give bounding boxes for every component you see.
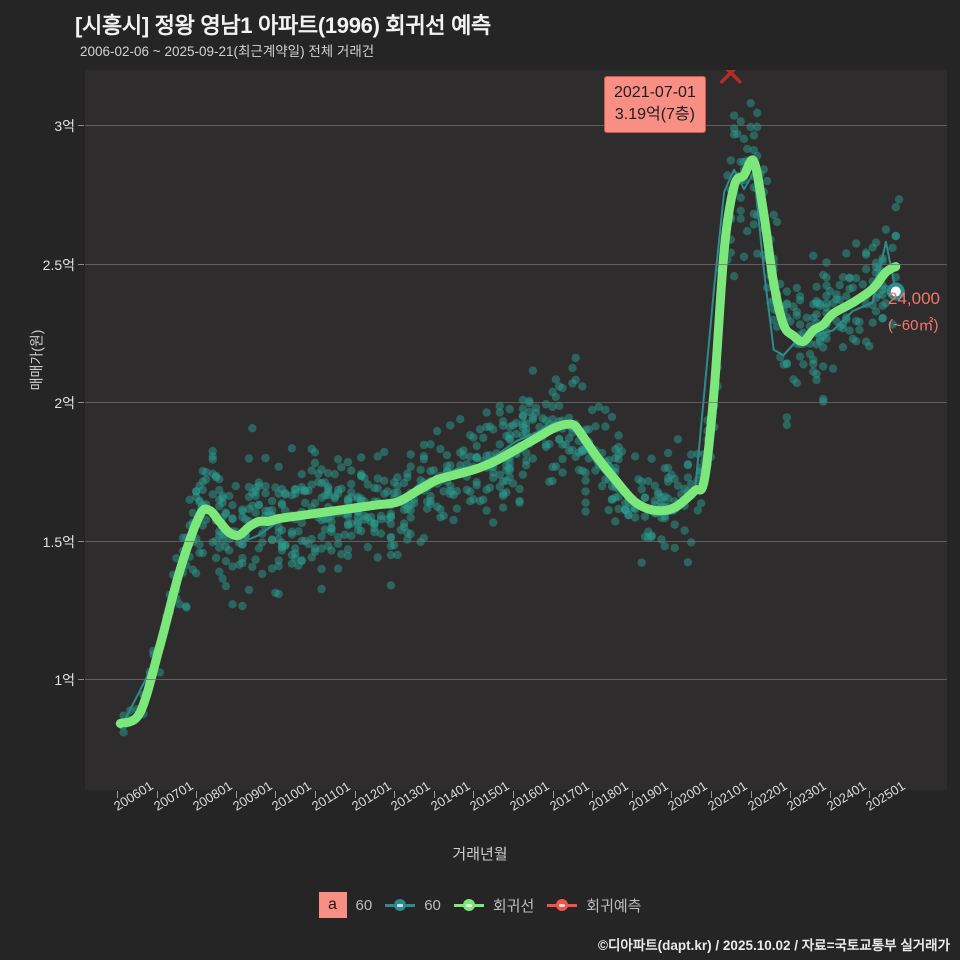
gridline (85, 263, 947, 265)
x-tick-mark (433, 791, 435, 798)
chart-canvas (115, 70, 905, 737)
legend-item-series-60[interactable]: 60 (385, 897, 441, 914)
legend-item-series-regression-forecast[interactable]: 회귀예측 (547, 895, 641, 916)
legend-badge-a[interactable]: a (318, 892, 347, 918)
x-tick-mark (711, 791, 712, 798)
last-point-area: (~60㎡) (888, 317, 939, 334)
y-tick-mark (78, 125, 84, 127)
gridline (85, 679, 947, 681)
gridline (85, 402, 947, 404)
legend-badge-value: 60 (355, 896, 373, 914)
legend-label: 회귀선 (492, 897, 535, 915)
gridline (85, 540, 947, 542)
y-tick-mark (78, 679, 84, 681)
scatter-series (119, 99, 904, 737)
y-tick-mark (78, 540, 84, 542)
x-tick-mark (513, 791, 514, 798)
chart-legend: a 60 60 회귀선 회귀예측 (0, 890, 960, 920)
gridline (85, 125, 947, 127)
legend-marker-icon (547, 899, 578, 911)
legend-marker-icon (385, 899, 416, 911)
legend-label: 60 (424, 896, 441, 914)
x-tick-mark (235, 791, 237, 798)
x-tick-mark (671, 791, 673, 798)
x-tick-mark (829, 791, 831, 798)
x-tick-mark (473, 791, 475, 798)
legend-item-series-regression[interactable]: 회귀선 (453, 895, 535, 916)
last-point-marker[interactable] (890, 286, 901, 297)
x-tick-mark (156, 791, 158, 798)
legend-item-badge-a[interactable]: a 60 (318, 892, 373, 918)
x-axis-title: 거래년월 (452, 846, 508, 863)
y-tick-label: 2.5억 (42, 256, 75, 273)
x-tick-mark (315, 791, 316, 798)
max-trade-x-icon (720, 70, 742, 84)
line-series-regression (115, 155, 901, 728)
y-axis-title: 매매가(원) (28, 329, 45, 391)
y-tick-label: 3억 (54, 118, 75, 135)
x-tick-mark (631, 791, 633, 798)
legend-label: 회귀예측 (586, 897, 642, 915)
max-trade-callout: 2021-07-01 3.19억(7층) (604, 76, 706, 133)
last-point-value: 24,000 (888, 289, 940, 308)
x-tick-mark (196, 791, 198, 798)
x-tick-mark (394, 791, 396, 798)
callout-date: 2021-07-01 (614, 84, 696, 101)
y-tick-mark (78, 263, 84, 265)
plot-area[interactable] (85, 70, 947, 790)
x-tick-mark (117, 791, 118, 798)
footer-credit: ©디아파트(dapt.kr) / 2025.10.02 / 자료=국토교통부 실… (598, 938, 950, 953)
x-tick-mark (869, 791, 871, 798)
page-subtitle: 2006-02-06 ~ 2025-09-21(최근계약일) 전체 거래건 (80, 44, 375, 59)
x-tick-mark (790, 791, 792, 798)
callout-price: 3.19억(7층) (614, 106, 695, 123)
x-tick-mark (592, 791, 594, 798)
last-point-label: 24,000 (~60㎡) (888, 285, 940, 339)
y-tick-label: 1억 (54, 672, 75, 689)
legend-marker-icon (453, 899, 484, 911)
x-tick-mark (275, 791, 277, 798)
x-tick-mark (354, 791, 356, 798)
y-tick-label: 2억 (54, 395, 75, 412)
page-title: [시흥시] 정왕 영남1 아파트(1996) 회귀선 예측 (75, 13, 491, 38)
y-tick-label: 1.5억 (42, 533, 75, 550)
x-tick-mark (750, 791, 752, 798)
x-tick-mark (552, 791, 554, 798)
y-tick-mark (78, 402, 84, 404)
